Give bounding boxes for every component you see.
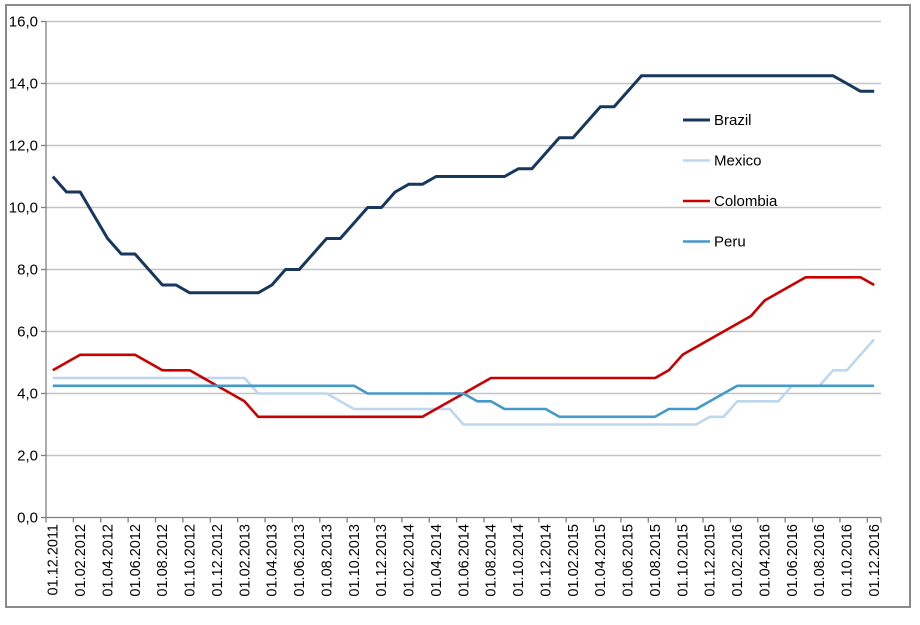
x-axis-label-01.12.2015: 01.12.2015 xyxy=(703,524,719,597)
legend-item-brazil: Brazil xyxy=(683,112,752,129)
y-axis-label-10,0: 10,0 xyxy=(9,200,38,217)
chart-outer-frame xyxy=(5,4,911,608)
x-axis-label-01.06.2013: 01.06.2013 xyxy=(292,524,308,597)
x-axis-labels: 01.12.2011 01.02.2012 01.04.2012 01.06.2012… xyxy=(46,524,883,597)
x-axis-label-01.02.2012: 01.02.2012 xyxy=(73,524,89,597)
y-axis-label-4,0: 4,0 xyxy=(17,386,38,403)
x-axis-label-01.08.2013: 01.08.2013 xyxy=(319,524,335,597)
x-axis-label-01.04.2014: 01.04.2014 xyxy=(429,524,445,597)
y-axis-labels: 0,0 2,0 4,0 6,0 8,0 10,0 12,0 14,0 16,0 xyxy=(9,14,38,527)
legend-item-mexico: Mexico xyxy=(683,153,762,170)
x-axis-label-01.12.2013: 01.12.2013 xyxy=(374,524,390,597)
series-polylines xyxy=(51,74,876,426)
x-axis-label-01.12.2016: 01.12.2016 xyxy=(867,524,883,597)
x-axis-label-01.02.2016: 01.02.2016 xyxy=(730,524,746,597)
x-axis-label-01.06.2016: 01.06.2016 xyxy=(785,524,801,597)
x-axis-label-01.10.2016: 01.10.2016 xyxy=(840,524,856,597)
legend-item-colombia: Colombia xyxy=(683,193,778,210)
series-line-peru xyxy=(52,384,875,419)
x-axis-label-01.04.2016: 01.04.2016 xyxy=(757,524,773,597)
x-axis-label-01.06.2012: 01.06.2012 xyxy=(128,524,144,597)
x-axis-label-01.08.2014: 01.08.2014 xyxy=(484,524,500,597)
x-axis-label-01.04.2013: 01.04.2013 xyxy=(265,524,281,597)
y-axis-label-2,0: 2,0 xyxy=(17,448,38,465)
series-line-mexico xyxy=(52,338,876,426)
x-axis-label-01.08.2015: 01.08.2015 xyxy=(648,524,664,597)
horizontal-gridlines xyxy=(46,20,881,457)
x-axis-label-01.10.2014: 01.10.2014 xyxy=(511,524,527,597)
legend-label-peru: Peru xyxy=(714,234,746,251)
x-axis-label-01.12.2011: 01.12.2011 xyxy=(46,524,62,596)
x-axis-label-01.02.2014: 01.02.2014 xyxy=(401,524,417,597)
x-axis-label-01.02.2013: 01.02.2013 xyxy=(237,524,253,597)
x-axis-label-01.10.2013: 01.10.2013 xyxy=(347,524,363,597)
legend-label-mexico: Mexico xyxy=(714,153,762,170)
x-axis-label-01.02.2015: 01.02.2015 xyxy=(566,524,582,597)
x-axis-label-01.04.2015: 01.04.2015 xyxy=(593,524,609,597)
legend: Brazil Mexico Colombia Peru xyxy=(683,112,778,251)
y-axis-label-16,0: 16,0 xyxy=(9,14,38,31)
y-axis-label-6,0: 6,0 xyxy=(17,324,38,341)
legend-label-colombia: Colombia xyxy=(714,193,778,210)
y-axis-label-0,0: 0,0 xyxy=(17,510,38,527)
x-axis-label-01.08.2012: 01.08.2012 xyxy=(155,524,171,597)
x-axis-label-01.12.2012: 01.12.2012 xyxy=(210,524,226,597)
axes xyxy=(41,20,882,523)
x-axis-label-01.10.2015: 01.10.2015 xyxy=(675,524,691,597)
y-axis-label-12,0: 12,0 xyxy=(9,138,38,155)
series-line-brazil xyxy=(51,74,875,295)
legend-item-peru: Peru xyxy=(683,234,746,251)
legend-label-brazil: Brazil xyxy=(714,112,752,129)
x-axis-label-01.12.2014: 01.12.2014 xyxy=(538,524,554,597)
y-axis-label-14,0: 14,0 xyxy=(9,76,38,93)
x-axis-label-01.04.2012: 01.04.2012 xyxy=(100,524,116,597)
x-axis-label-01.10.2012: 01.10.2012 xyxy=(182,524,198,597)
x-axis-label-01.08.2016: 01.08.2016 xyxy=(812,524,828,597)
x-axis-label-01.06.2015: 01.06.2015 xyxy=(621,524,637,597)
x-axis-label-01.06.2014: 01.06.2014 xyxy=(456,524,472,597)
y-axis-label-8,0: 8,0 xyxy=(17,262,38,279)
